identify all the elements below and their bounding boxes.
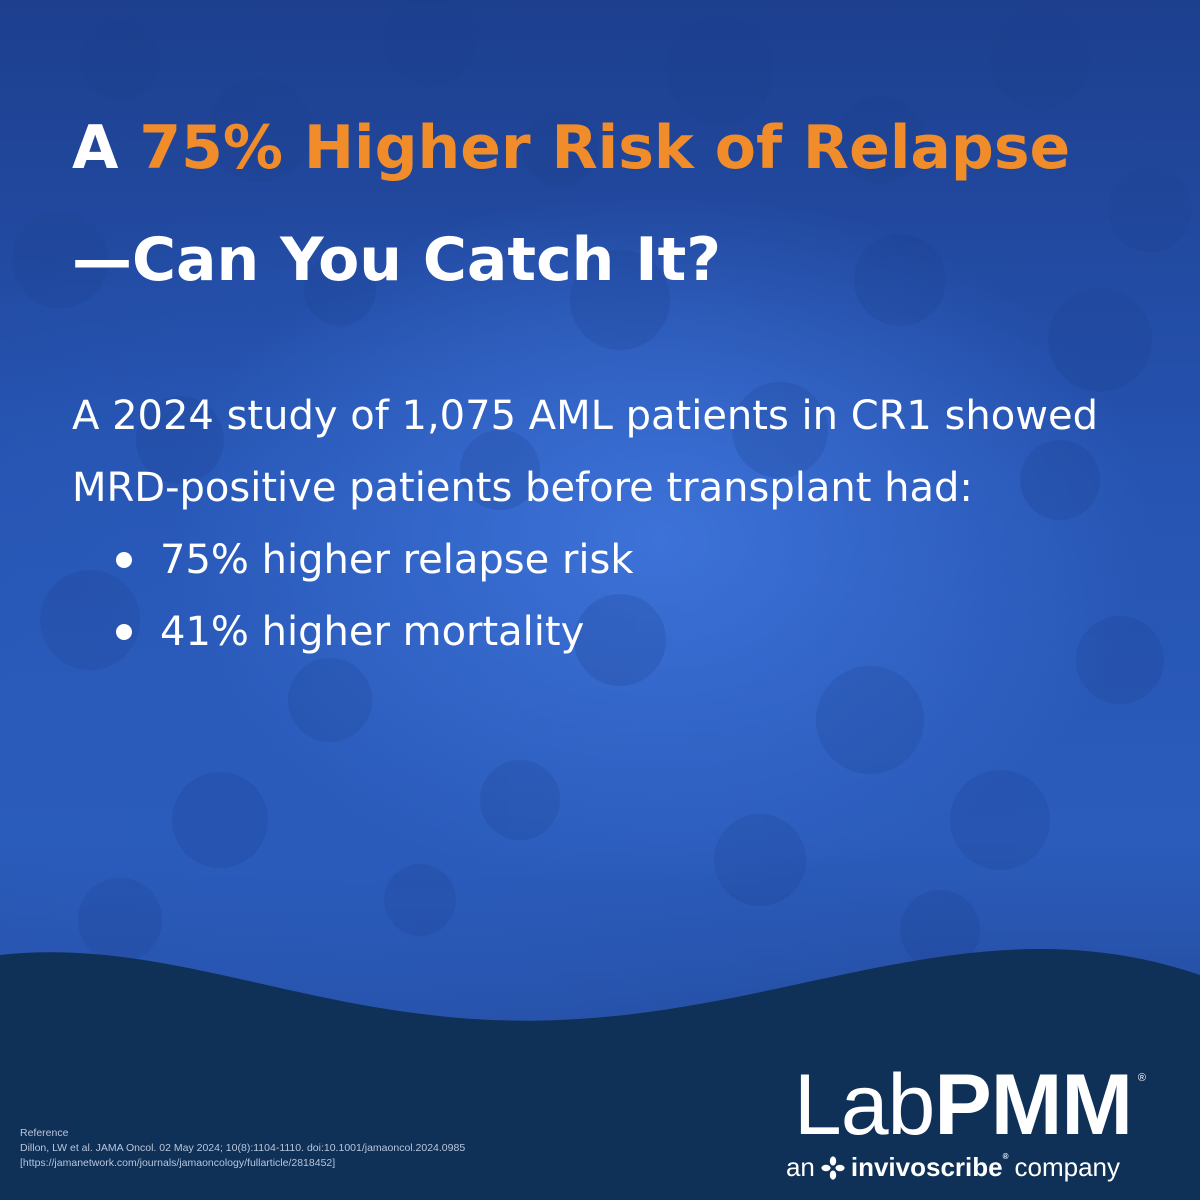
list-item: 41% higher mortality bbox=[72, 596, 1132, 668]
tagline-suffix: company bbox=[1014, 1152, 1121, 1182]
findings-list: 75% higher relapse risk 41% higher morta… bbox=[72, 524, 1132, 668]
list-item: 75% higher relapse risk bbox=[72, 524, 1132, 596]
reference-block: Reference Dillon, LW et al. JAMA Oncol. … bbox=[20, 1126, 620, 1171]
tagline-brand: invivoscribe® bbox=[850, 1152, 1009, 1182]
study-paragraph: A 2024 study of 1,075 AML patients in CR… bbox=[72, 393, 1098, 511]
finding-relapse: 75% higher relapse risk bbox=[160, 537, 634, 583]
labpmm-logo: LabPMM ® an invivoscribe® company bbox=[780, 1060, 1160, 1190]
trademark-mark: ® bbox=[1002, 1152, 1009, 1161]
bullet-icon bbox=[116, 624, 132, 640]
tagline-prefix: an bbox=[785, 1152, 815, 1182]
finding-mortality: 41% higher mortality bbox=[160, 609, 585, 655]
registered-mark: ® bbox=[1137, 1072, 1146, 1084]
reference-citation: Dillon, LW et al. JAMA Oncol. 02 May 202… bbox=[20, 1142, 466, 1154]
logo-lab: Lab bbox=[793, 1057, 935, 1153]
headline-prefix: A bbox=[72, 113, 140, 183]
logo-pmm: PMM bbox=[934, 1057, 1133, 1153]
study-summary: A 2024 study of 1,075 AML patients in CR… bbox=[72, 380, 1132, 668]
flower-icon bbox=[821, 1155, 845, 1180]
headline-line2: —Can You Catch It? bbox=[72, 225, 722, 295]
headline-accent: 75% Higher Risk of Relapse bbox=[139, 113, 1071, 183]
reference-heading: Reference bbox=[20, 1127, 69, 1139]
headline: A 75% Higher Risk of Relapse —Can You Ca… bbox=[72, 92, 1152, 316]
reference-url: [https://jamanetwork.com/journals/jamaon… bbox=[20, 1157, 336, 1169]
logo-wordmark: LabPMM bbox=[793, 1057, 1133, 1153]
bullet-icon bbox=[116, 552, 132, 568]
logo-tagline: an invivoscribe® company bbox=[786, 1152, 1120, 1183]
